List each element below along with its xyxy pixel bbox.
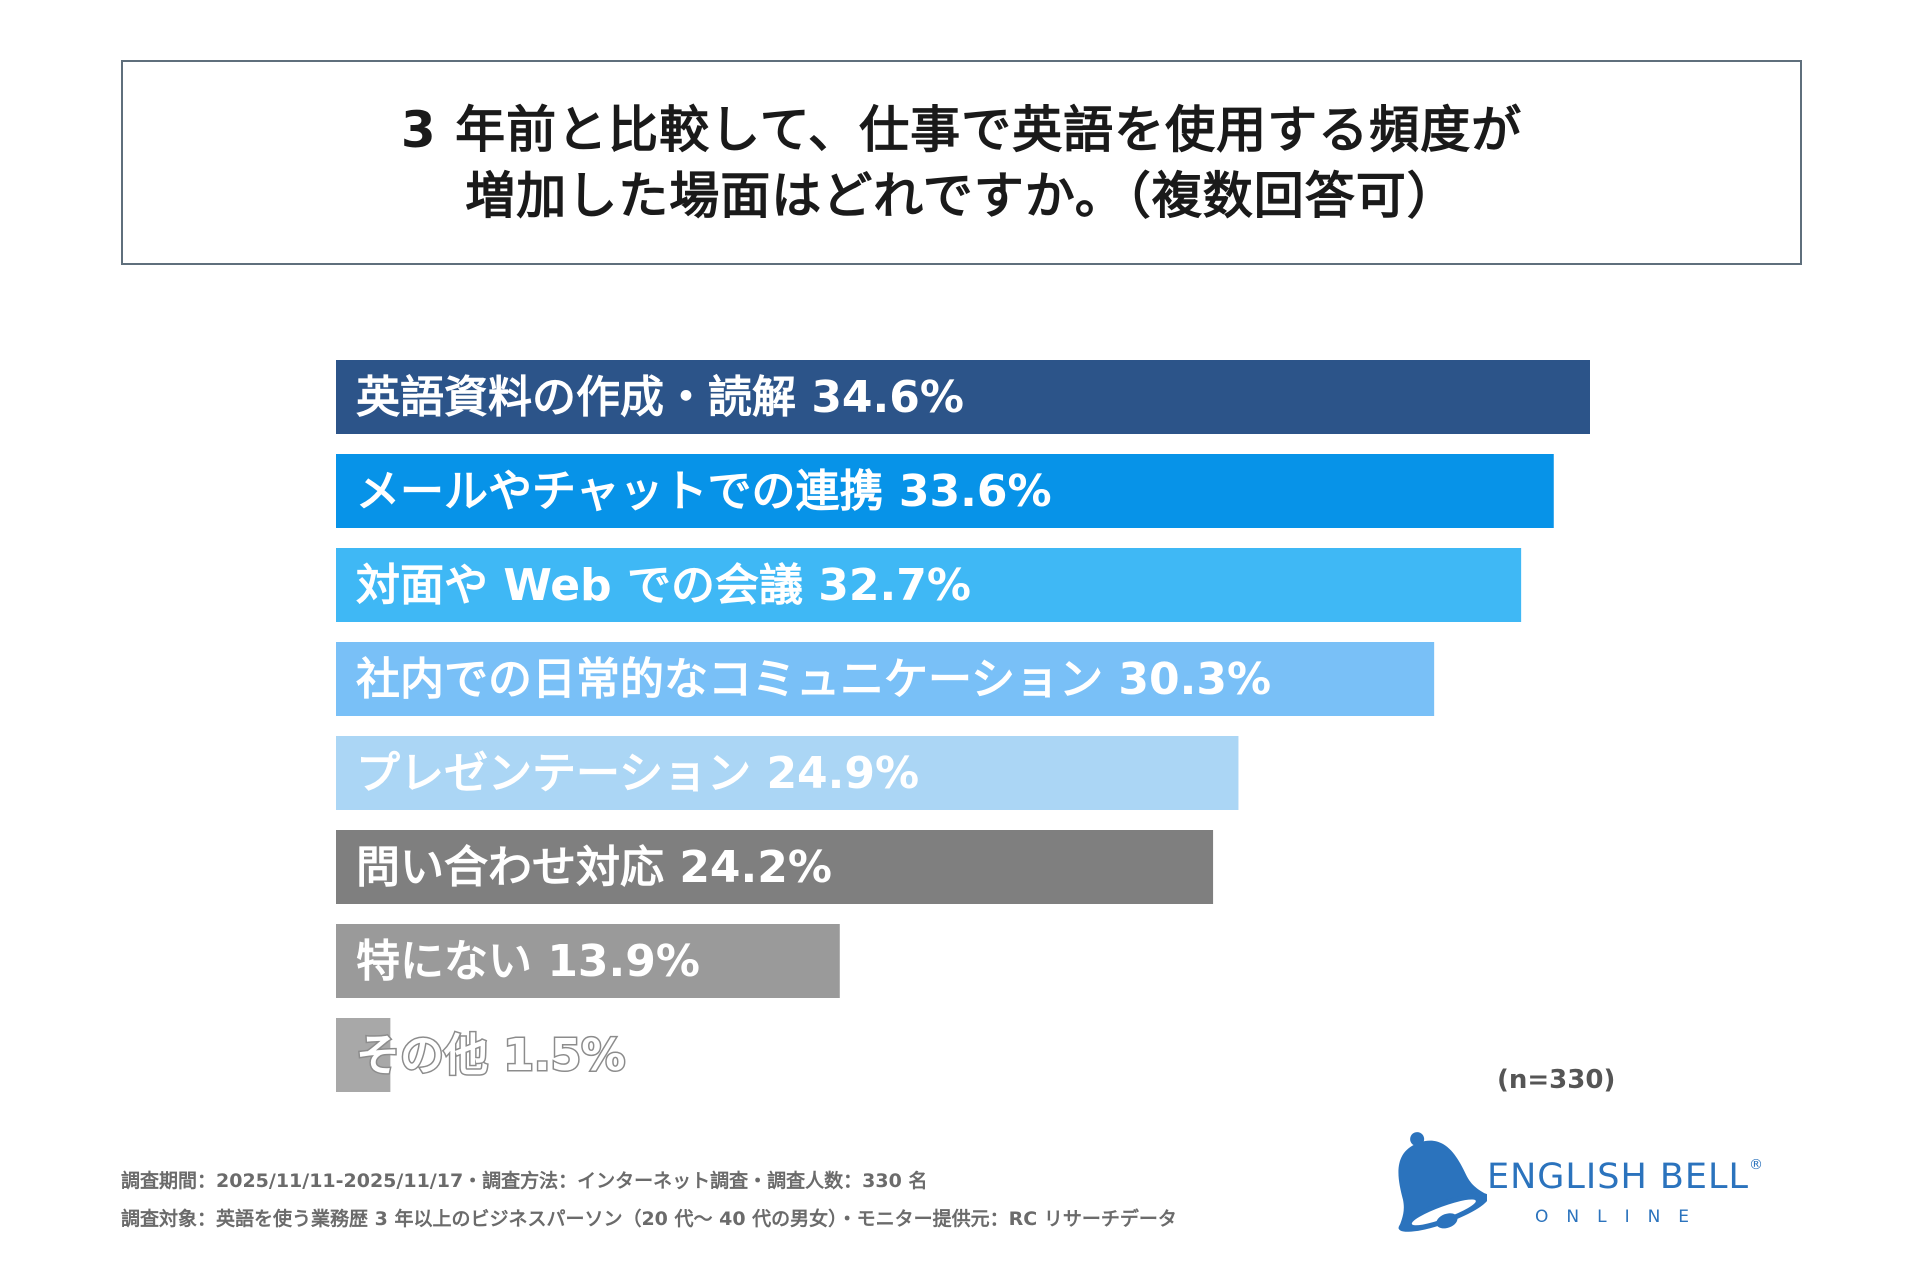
bar-3 — [336, 548, 1522, 622]
bar-7 — [336, 924, 840, 998]
bar-label-7: 特にない 13.9% — [356, 936, 700, 987]
logo-subtitle: ONLINE — [1535, 1207, 1708, 1227]
bar-6 — [336, 830, 1214, 904]
bar-label-8: その他 1.5% — [356, 1030, 625, 1081]
bar-1 — [336, 360, 1590, 434]
survey-period-note: 調査期間：2025/11/11-2025/11/17・調査方法：インターネット調… — [121, 1170, 928, 1192]
bar-label-4: 社内での日常的なコミュニケーション 30.3% — [356, 654, 1271, 705]
chart-title-line-2: 増加した場面はどれですか。（複数回答可） — [465, 166, 1458, 225]
title-box: 3 年前と比較して、仕事で英語を使用する頻度が 増加した場面はどれですか。（複数… — [121, 60, 1802, 265]
chart-title-line-1: 3 年前と比較して、仕事で英語を使用する頻度が — [400, 100, 1523, 159]
logo-wordmark: ENGLISH BELL® — [1487, 1157, 1765, 1197]
bar-label-3: 対面や Web での会議 32.7% — [356, 560, 971, 611]
bar-8 — [336, 1018, 391, 1092]
bar-label-5: プレゼンテーション 24.9% — [356, 748, 919, 799]
english-bell-logo: ENGLISH BELL® ONLINE — [1375, 1123, 1820, 1235]
bar-label-1: 英語資料の作成・読解 34.6% — [356, 372, 964, 423]
bar-4 — [336, 642, 1435, 716]
bar-label-6: 問い合わせ対応 24.2% — [356, 842, 832, 893]
bell-icon — [1398, 1132, 1490, 1232]
bar-label-2: メールやチャットでの連携 33.6% — [356, 466, 1052, 517]
sample-size-note: (n=330) — [1497, 1065, 1616, 1095]
bar-5 — [336, 736, 1239, 810]
survey-target-note: 調査対象：英語を使う業務歴 3 年以上のビジネスパーソン（20 代～ 40 代の… — [121, 1208, 1177, 1230]
bar-2 — [336, 454, 1554, 528]
